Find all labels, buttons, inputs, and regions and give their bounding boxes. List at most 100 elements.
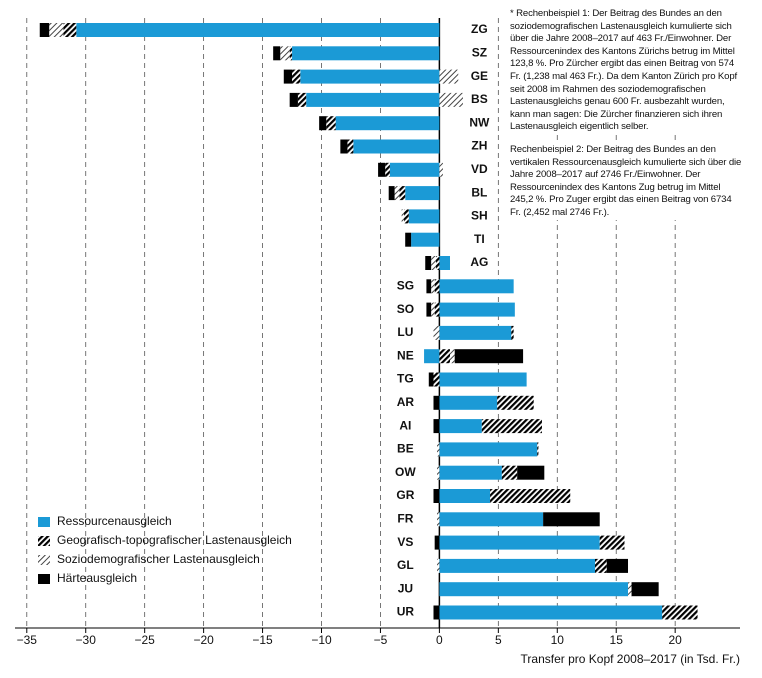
bar-segment <box>283 69 293 84</box>
x-tick-label: 20 <box>668 633 682 647</box>
bar-segment <box>292 69 301 84</box>
x-tick-label: −35 <box>17 633 38 647</box>
category-label: BS <box>471 92 488 106</box>
bar-segment <box>425 256 432 270</box>
bar-segment <box>439 325 512 340</box>
category-label: ZG <box>471 22 488 36</box>
x-tick-label: −5 <box>374 633 388 647</box>
category-label: FR <box>397 511 413 525</box>
bar-segment <box>481 419 542 434</box>
bar-segment <box>433 419 440 434</box>
bar-segment <box>280 46 290 61</box>
legend-swatch <box>38 555 50 565</box>
bar-segment <box>404 209 409 224</box>
x-tick-label: −20 <box>193 633 214 647</box>
category-label: AG <box>470 255 488 269</box>
legend-swatch <box>38 574 50 584</box>
category-label: TG <box>397 372 414 386</box>
bar-segment <box>424 349 440 364</box>
note: Rechenbeispiel 2: Der Beitrag des Bundes… <box>510 143 742 220</box>
category-label: AR <box>397 395 415 409</box>
bar-segment <box>511 325 514 340</box>
bar-segment <box>439 256 450 270</box>
bar-segment <box>454 349 524 364</box>
bar-segment <box>439 535 600 550</box>
bar-segment <box>300 69 440 84</box>
bar-segment <box>340 139 348 154</box>
category-label: GE <box>471 69 488 83</box>
bar-segment <box>662 605 698 620</box>
legend-label: Ressourcenausgleich <box>57 514 172 528</box>
bar-segment <box>63 23 77 37</box>
bar-segment <box>335 116 440 131</box>
bar-segment <box>76 23 440 37</box>
bar-segment <box>426 279 432 294</box>
bar-segment <box>405 232 412 247</box>
bar-segment <box>437 465 440 480</box>
bar-segment <box>517 465 545 480</box>
legend-label: Soziodemografischer Lastenausgleich <box>57 552 260 566</box>
category-label: LU <box>397 325 413 339</box>
bar-segment <box>433 325 440 340</box>
category-label: GL <box>397 558 414 572</box>
bar-segment <box>501 465 518 480</box>
bar-segment <box>439 69 459 84</box>
category-label: UR <box>397 605 415 619</box>
category-label: SH <box>471 209 488 223</box>
bar-segment <box>439 302 515 317</box>
category-label: NW <box>469 115 490 129</box>
bar-segment <box>439 372 527 387</box>
bar-segment <box>434 279 440 294</box>
legend-swatch <box>38 536 50 546</box>
bar-segment <box>439 419 482 434</box>
bar-segment <box>433 489 440 503</box>
bar-segment <box>319 116 327 131</box>
bar-segment <box>434 535 440 550</box>
category-label: GR <box>396 488 414 502</box>
bar-segment <box>433 395 440 410</box>
bar-segment <box>388 186 395 201</box>
x-tick-label: −30 <box>76 633 97 647</box>
category-label: OW <box>395 465 416 479</box>
bar-segment <box>537 442 539 457</box>
category-label: BL <box>471 185 487 199</box>
bar-segment <box>326 116 336 131</box>
bar-segment <box>439 279 514 294</box>
bar-segment <box>437 558 440 573</box>
bar-segment <box>431 279 435 294</box>
bar-segment <box>450 349 455 364</box>
note: * Rechenbeispiel 1: Der Beitrag des Bund… <box>510 8 742 134</box>
x-tick-label: 10 <box>551 633 565 647</box>
bar-segment <box>401 209 405 224</box>
legend-label: Härteausgleich <box>57 571 137 585</box>
bar-segment <box>599 535 625 550</box>
x-tick-label: 15 <box>610 633 624 647</box>
bar-segment <box>306 92 440 107</box>
bar-segment <box>439 465 502 480</box>
bar-segment <box>399 186 406 201</box>
bar-segment <box>292 46 440 61</box>
bar-segment <box>426 302 432 317</box>
x-axis-label: Transfer pro Kopf 2008–2017 (in Tsd. Fr.… <box>521 652 740 666</box>
bar-segment <box>437 442 440 457</box>
bar-segment <box>49 23 64 37</box>
category-label: JU <box>398 581 413 595</box>
bar-segment <box>439 512 544 527</box>
bar-segment <box>411 232 440 247</box>
bar-segment <box>439 442 538 457</box>
bar-segment <box>628 582 632 597</box>
bar-segment <box>428 372 434 387</box>
category-label: VS <box>397 535 413 549</box>
bar-segment <box>497 395 534 410</box>
x-tick-label: 0 <box>436 633 443 647</box>
bar-segment <box>543 512 600 527</box>
notes: * Rechenbeispiel 1: Der Beitrag des Bund… <box>510 8 742 230</box>
category-label: AI <box>399 418 411 432</box>
x-tick-label: 5 <box>495 633 502 647</box>
bar-segment <box>439 582 629 597</box>
bar-segment <box>606 558 629 573</box>
bar-segment <box>439 92 463 107</box>
bar-segment <box>273 46 281 61</box>
